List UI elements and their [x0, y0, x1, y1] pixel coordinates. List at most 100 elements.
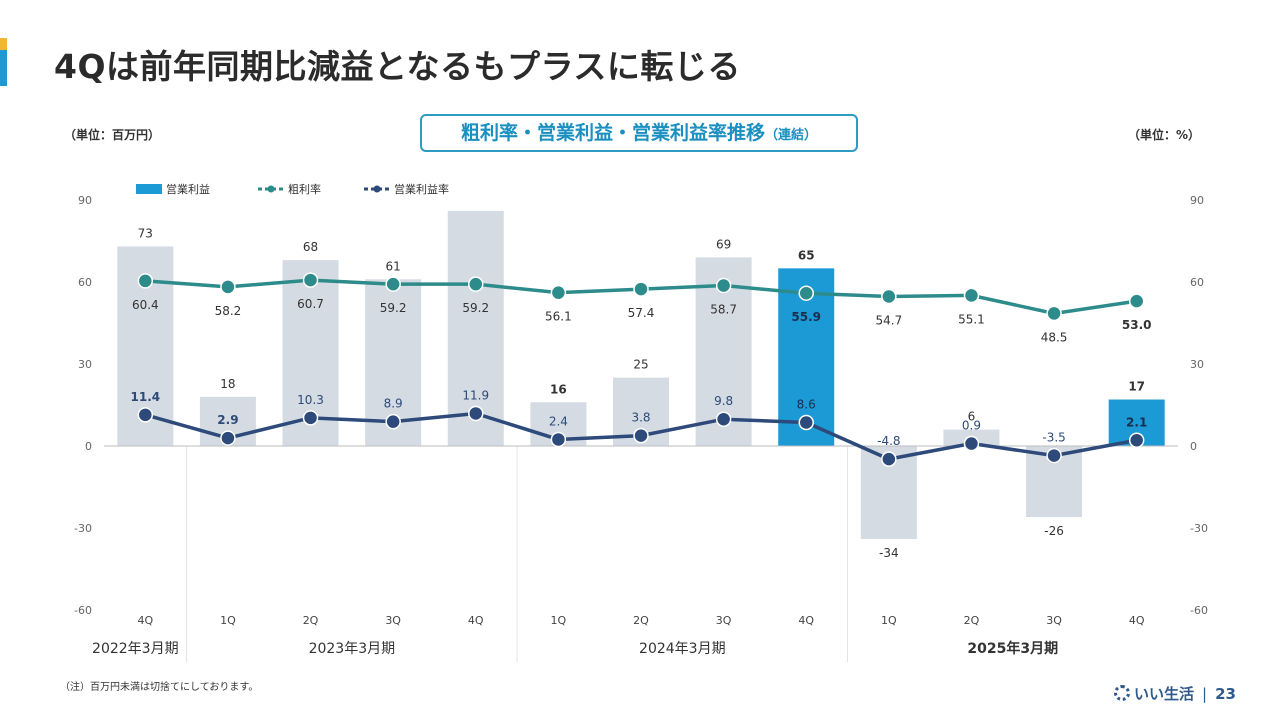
- x-tick-label: 4Q: [137, 614, 153, 627]
- gross-margin-label: 53.0: [1122, 318, 1152, 332]
- y-tick-label-left: 30: [78, 358, 92, 371]
- bar-value-label: -34: [879, 546, 899, 560]
- operating-margin-label: 8.6: [797, 397, 816, 411]
- y-tick-label-left: 60: [78, 276, 92, 289]
- gross-margin-point: [1128, 293, 1145, 309]
- x-tick-label: 2Q: [964, 614, 980, 627]
- operating-margin-point: [385, 413, 401, 430]
- chart-title-box: 粗利率・営業利益・営業利益率推移（連結）: [420, 114, 858, 152]
- bar-value-label: 65: [798, 248, 815, 262]
- legend-label-operating-margin: 営業利益率: [394, 182, 449, 196]
- page-title: 4Qは前年同期比減益となるもプラスに転じる: [54, 47, 741, 86]
- bar-value-label: 69: [716, 237, 731, 251]
- operating-margin-label: 8.9: [384, 397, 403, 411]
- bar-value-label: 61: [386, 259, 401, 273]
- y-tick-label-left: 90: [78, 194, 92, 207]
- fiscal-year-label: 2025年3月期: [967, 640, 1058, 657]
- chart-title: 粗利率・営業利益・営業利益率推移: [460, 122, 765, 144]
- fiscal-year-label: 2022年3月期: [92, 641, 179, 657]
- legend-swatch-operating-profit: [136, 184, 162, 194]
- operating-margin-point: [137, 407, 154, 423]
- operating-margin-point: [1128, 432, 1145, 449]
- gross-margin-point: [468, 276, 484, 292]
- x-tick-label: 3Q: [1046, 614, 1062, 627]
- bar-value-label: 6: [968, 410, 976, 424]
- x-tick-label: 3Q: [716, 614, 732, 627]
- gross-margin-label: 59.2: [462, 301, 489, 315]
- operating-margin-point: [302, 410, 319, 426]
- operating-margin-point: [468, 405, 484, 422]
- operating-margin-label: 9.8: [714, 394, 733, 408]
- unit-label-right: （単位：%）: [1127, 128, 1200, 142]
- operating-margin-label: 11.9: [462, 388, 489, 402]
- x-tick-label: 3Q: [385, 614, 401, 627]
- operating-margin-label: 2.9: [217, 413, 238, 427]
- gross-margin-label: 59.2: [380, 301, 407, 315]
- gross-margin-label: 60.7: [297, 297, 324, 311]
- y-tick-label-right: 0: [1190, 440, 1197, 453]
- gross-margin-label: 60.4: [132, 298, 159, 312]
- gross-margin-point: [963, 287, 980, 304]
- x-tick-label: 1Q: [551, 614, 567, 627]
- y-tick-label-right: 90: [1190, 194, 1204, 207]
- gross-margin-point: [1046, 305, 1062, 322]
- operating-margin-label: 3.8: [631, 411, 650, 425]
- operating-margin-label: -3.5: [1042, 431, 1065, 445]
- gross-margin-point: [302, 272, 319, 288]
- gross-margin-point: [798, 285, 814, 301]
- x-tick-label: 4Q: [798, 614, 814, 627]
- page-number: 23: [1215, 685, 1236, 703]
- gross-margin-point: [137, 273, 154, 289]
- gross-margin-label: 56.1: [545, 310, 572, 324]
- gross-margin-point: [881, 288, 897, 305]
- bar-value-label: 18: [220, 377, 235, 391]
- operating-margin-point: [1046, 447, 1062, 464]
- y-tick-label-right: -30: [1190, 522, 1208, 535]
- x-tick-label: 2Q: [633, 614, 649, 627]
- brand-logo-icon: [1114, 685, 1130, 701]
- x-tick-label: 4Q: [468, 614, 484, 627]
- unit-label-left: （単位：百万円）: [64, 128, 161, 142]
- bar-value-label: 17: [1128, 380, 1145, 394]
- y-tick-label-right: 30: [1190, 358, 1204, 371]
- operating-margin-point: [798, 414, 814, 431]
- gross-margin-label: 55.1: [958, 312, 985, 326]
- bar-value-label: 73: [138, 226, 153, 240]
- brand-name: いい生活: [1134, 685, 1195, 703]
- legend-swatch-operating-margin-dot: [373, 185, 381, 193]
- gross-margin-label: 55.9: [791, 310, 821, 324]
- gross-margin-label: 48.5: [1041, 330, 1068, 344]
- chart-title-sub: （連結）: [765, 128, 818, 143]
- accent-bar: [0, 38, 7, 86]
- y-tick-label-right: 60: [1190, 276, 1204, 289]
- x-tick-label: 1Q: [881, 614, 897, 627]
- bar-value-label: 16: [550, 382, 567, 396]
- operating-margin-point: [963, 435, 980, 452]
- legend-swatch-gross-margin-dot: [267, 185, 275, 193]
- fiscal-year-label: 2024年3月期: [639, 641, 726, 657]
- x-tick-label: 2Q: [303, 614, 319, 627]
- gross-margin-label: 57.4: [628, 306, 655, 320]
- operating-margin-label: 2.4: [549, 414, 568, 428]
- y-tick-label-right: -60: [1190, 604, 1208, 617]
- operating-margin-point: [220, 430, 236, 446]
- brand-footer: いい生活 | 23: [1114, 683, 1236, 704]
- operating-margin-label: 10.3: [297, 393, 324, 407]
- operating-margin-point: [881, 451, 897, 467]
- footnote: （注）百万円未満は切捨てにしております。: [60, 682, 259, 693]
- bar-value-label: 68: [303, 240, 318, 254]
- legend-label-gross-margin: 粗利率: [288, 182, 321, 196]
- gross-margin-point: [550, 284, 567, 301]
- operating-margin-point: [715, 411, 732, 427]
- gross-margin-point: [220, 279, 236, 295]
- y-tick-label-left: -30: [74, 522, 92, 535]
- operating-margin-label: 0.9: [962, 419, 981, 433]
- fiscal-year-label: 2023年3月期: [309, 641, 396, 657]
- gross-margin-label: 58.7: [710, 303, 737, 317]
- bar-value-label: -26: [1044, 524, 1064, 538]
- y-tick-label-left: -60: [74, 604, 92, 617]
- operating-margin-label: 11.4: [131, 390, 161, 404]
- operating-margin-label: 2.1: [1126, 415, 1147, 429]
- legend-label-operating-profit: 営業利益: [166, 182, 210, 196]
